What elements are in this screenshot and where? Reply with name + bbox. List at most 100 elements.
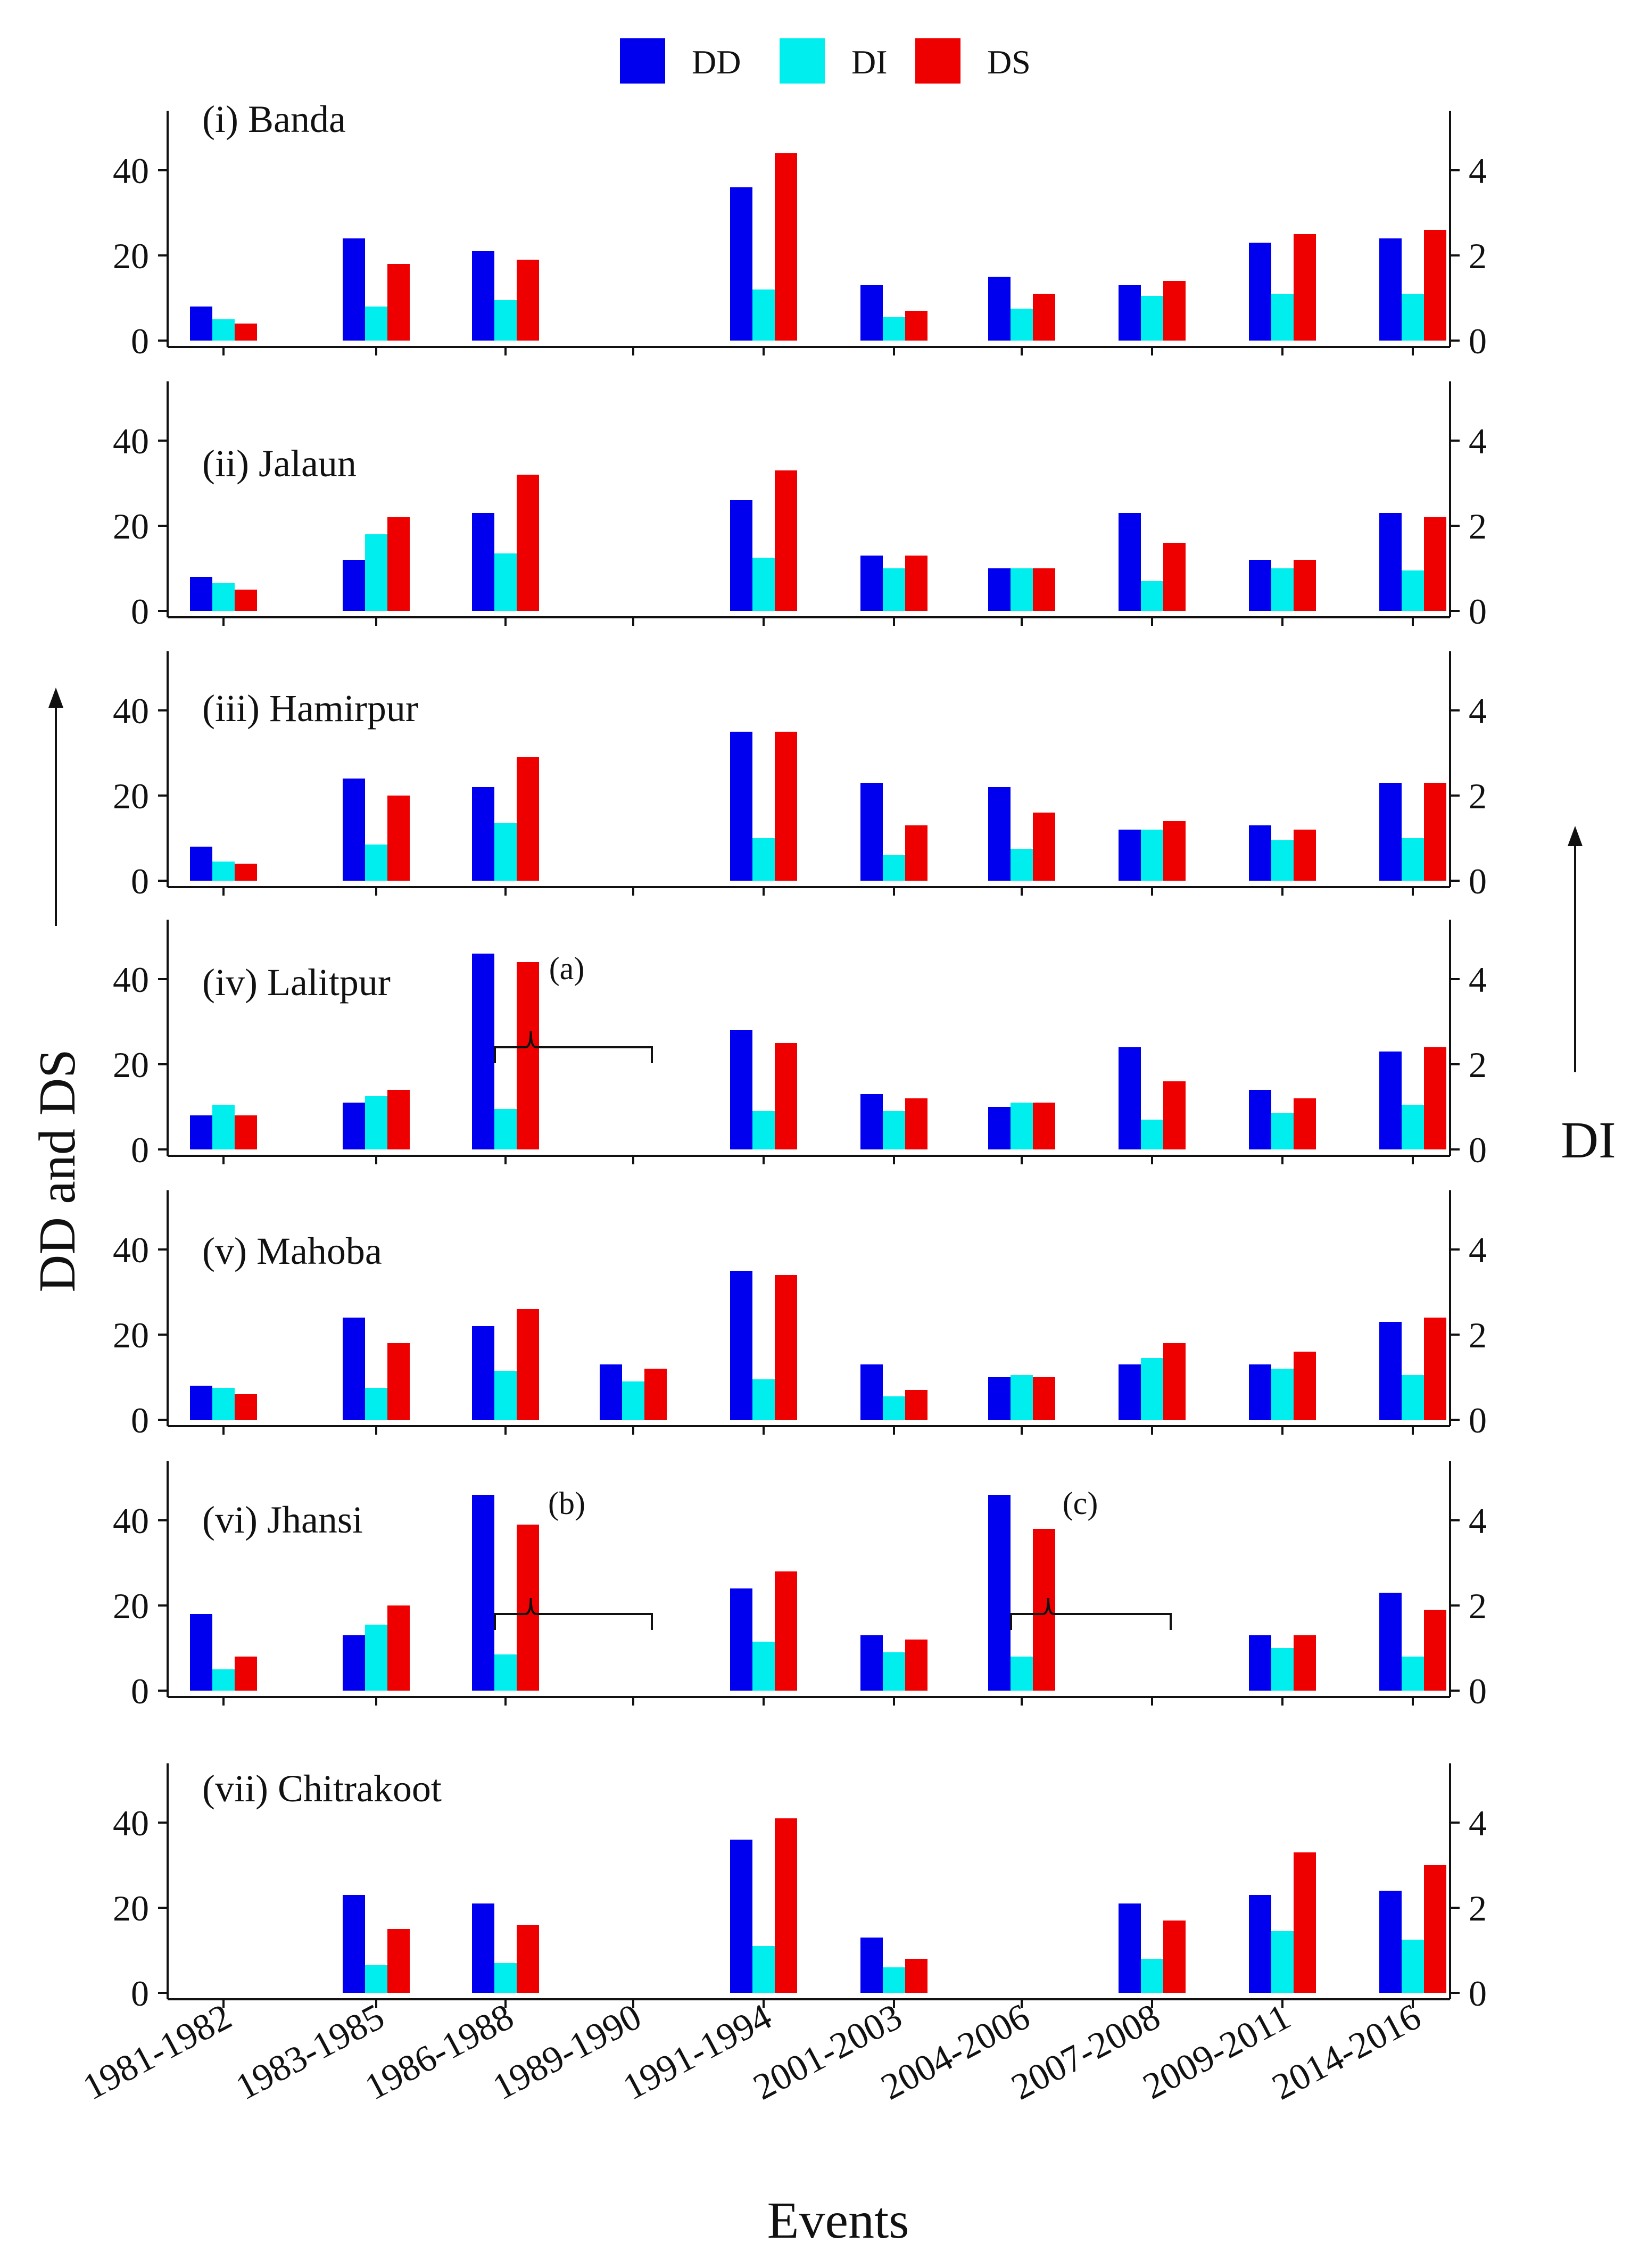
panel-title-jalaun: (ii) Jalaun [202, 442, 357, 485]
bar-ds-lalitpur-1981-1982 [235, 1115, 257, 1149]
bar-ds-banda-1983-1985 [387, 264, 410, 341]
bar-dd-hamirpur-2004-2006 [988, 787, 1011, 881]
bar-ds-jhansi-2009-2011 [1294, 1635, 1316, 1691]
bar-dd-mahoba-1989-1990 [600, 1364, 622, 1420]
bar-di-mahoba-1991-1994 [752, 1379, 775, 1420]
bar-dd-banda-1983-1985 [343, 238, 365, 341]
left-tick-label: 0 [131, 591, 149, 632]
bar-di-jalaun-2001-2003 [883, 568, 905, 611]
right-tick-label: 0 [1469, 321, 1487, 361]
bar-ds-mahoba-2001-2003 [905, 1390, 927, 1420]
bar-dd-chitrakoot-2014-2016 [1379, 1891, 1402, 1993]
panel-jalaun: 0 20 40 0 2 4 [113, 381, 1487, 632]
bar-di-chitrakoot-1983-1985 [365, 1965, 387, 1993]
bar-di-jalaun-2009-2011 [1271, 568, 1294, 611]
bar-di-jhansi-1981-1982 [212, 1669, 235, 1691]
panel-lalitpur: 0 20 40 0 2 4 [113, 920, 1487, 1170]
bar-ds-mahoba-1981-1982 [235, 1394, 257, 1420]
bar-dd-lalitpur-2009-2011 [1249, 1090, 1271, 1149]
right-tick-label: 4 [1469, 1803, 1487, 1843]
left-tick-label: 0 [131, 1400, 149, 1441]
bar-di-hamirpur-1983-1985 [365, 845, 387, 881]
bar-di-jalaun-1983-1985 [365, 534, 387, 611]
bar-di-mahoba-2007-2008 [1141, 1358, 1163, 1420]
left-tick-label: 20 [113, 776, 149, 816]
bar-dd-mahoba-1981-1982 [190, 1386, 212, 1420]
panel-banda: 0 20 40 0 2 4 [113, 111, 1487, 361]
bar-di-hamirpur-2004-2006 [1011, 849, 1033, 881]
bar-di-mahoba-1986-1988 [494, 1371, 517, 1420]
bar-dd-jalaun-2007-2008 [1119, 513, 1141, 611]
bar-ds-banda-2001-2003 [905, 311, 927, 341]
left-tick-label: 40 [113, 1803, 149, 1843]
bar-dd-jalaun-1983-1985 [343, 560, 365, 611]
panel-hamirpur: 0 20 40 0 2 4 [113, 651, 1487, 901]
bar-ds-lalitpur-2007-2008 [1163, 1081, 1186, 1149]
bar-dd-banda-2009-2011 [1249, 243, 1271, 341]
bar-ds-jhansi-1983-1985 [387, 1605, 410, 1691]
bar-di-lalitpur-1981-1982 [212, 1105, 235, 1149]
legend: DD DI DS [620, 38, 1031, 84]
bar-dd-mahoba-1983-1985 [343, 1318, 365, 1420]
panel-title-lalitpur: (iv) Lalitpur [202, 961, 391, 1004]
bar-di-jhansi-2014-2016 [1402, 1657, 1424, 1691]
left-tick-label: 20 [113, 236, 149, 276]
bar-ds-jalaun-1981-1982 [235, 590, 257, 611]
bar-ds-jalaun-1986-1988 [517, 475, 539, 611]
bar-ds-jalaun-1983-1985 [387, 517, 410, 611]
bar-di-hamirpur-2009-2011 [1271, 840, 1294, 881]
bar-ds-lalitpur-2014-2016 [1424, 1047, 1446, 1149]
bar-ds-hamirpur-2001-2003 [905, 825, 927, 881]
bar-di-lalitpur-2004-2006 [1011, 1103, 1033, 1149]
right-tick-label: 4 [1469, 1230, 1487, 1270]
bar-dd-hamirpur-1986-1988 [472, 787, 494, 881]
right-tick-label: 4 [1469, 151, 1487, 191]
bar-di-chitrakoot-1991-1994 [752, 1946, 775, 1993]
bar-dd-lalitpur-1986-1988 [472, 954, 494, 1149]
bar-ds-jhansi-1991-1994 [775, 1571, 797, 1691]
bar-di-chitrakoot-2007-2008 [1141, 1959, 1163, 1993]
bar-ds-jalaun-2001-2003 [905, 556, 927, 611]
bar-ds-hamirpur-1986-1988 [517, 757, 539, 881]
bar-di-jalaun-1981-1982 [212, 583, 235, 611]
bar-ds-lalitpur-1991-1994 [775, 1043, 797, 1149]
right-tick-label: 2 [1469, 1888, 1487, 1928]
bar-ds-mahoba-1991-1994 [775, 1275, 797, 1420]
legend-label-ds: DS [987, 43, 1031, 81]
bar-ds-mahoba-2009-2011 [1294, 1352, 1316, 1420]
bar-ds-banda-2009-2011 [1294, 234, 1316, 341]
bar-di-chitrakoot-2001-2003 [883, 1967, 905, 1993]
bar-dd-hamirpur-1991-1994 [730, 732, 752, 881]
bar-ds-mahoba-1983-1985 [387, 1343, 410, 1420]
bar-dd-banda-2007-2008 [1119, 285, 1141, 341]
bar-ds-lalitpur-1983-1985 [387, 1090, 410, 1149]
bar-ds-hamirpur-1981-1982 [235, 864, 257, 881]
left-tick-label: 40 [113, 1230, 149, 1270]
bar-dd-hamirpur-2007-2008 [1119, 830, 1141, 881]
panel-mahoba: 0 20 40 0 2 4 [113, 1190, 1487, 1441]
panel-jhansi: 0 20 40 0 2 4 [113, 1461, 1487, 1711]
bar-dd-lalitpur-1991-1994 [730, 1030, 752, 1149]
right-tick-label: 0 [1469, 591, 1487, 632]
panel-title-hamirpur: (iii) Hamirpur [202, 687, 418, 730]
left-tick-label: 20 [113, 1586, 149, 1626]
left-tick-label: 0 [131, 1973, 149, 2014]
bar-ds-jalaun-2014-2016 [1424, 517, 1446, 611]
bar-ds-lalitpur-2001-2003 [905, 1098, 927, 1149]
bar-ds-lalitpur-1986-1988 [517, 962, 539, 1149]
right-tick-label: 4 [1469, 421, 1487, 461]
bar-dd-jalaun-1991-1994 [730, 500, 752, 611]
bar-di-jalaun-1986-1988 [494, 553, 517, 611]
bar-dd-jalaun-1986-1988 [472, 513, 494, 611]
legend-swatch-di [780, 38, 825, 84]
bar-dd-mahoba-2009-2011 [1249, 1364, 1271, 1420]
bar-di-banda-2004-2006 [1011, 309, 1033, 341]
bar-di-mahoba-2001-2003 [883, 1396, 905, 1420]
bar-dd-mahoba-2014-2016 [1379, 1322, 1402, 1420]
bar-di-banda-2014-2016 [1402, 294, 1424, 341]
bar-di-banda-2009-2011 [1271, 294, 1294, 341]
left-tick-label: 40 [113, 691, 149, 731]
right-tick-label: 0 [1469, 1130, 1487, 1170]
bar-dd-jhansi-1981-1982 [190, 1614, 212, 1691]
bar-dd-chitrakoot-2007-2008 [1119, 1903, 1141, 1993]
